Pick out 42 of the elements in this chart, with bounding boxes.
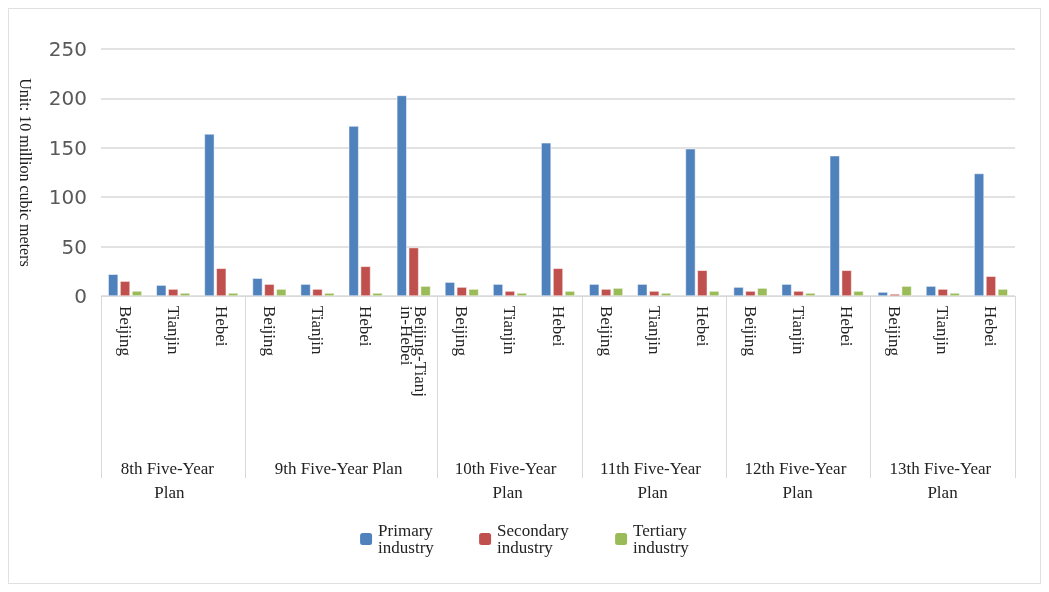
y-tick-label: 0 [74,284,87,308]
x-tick-label: Beijing [452,306,472,357]
bar [131,291,142,296]
y-tick-label: 100 [48,185,87,210]
y-tick-label: 200 [48,86,87,111]
x-tick-label: Beijing [259,306,279,357]
legend-label: Primary industry [378,521,438,557]
bar [613,288,623,296]
y-tick-label: 250 [48,37,87,61]
x-tick-label: Hebei [356,306,376,347]
x-tick-label: Hebei [692,306,712,347]
x-tick-label: Beijing-Tianjin-Hebei [397,306,431,397]
text: 10th Five-Year Plan [454,458,561,502]
x-tick-label: Beijing [740,306,760,357]
x-tick-label: Tianjin [163,306,183,355]
legend-label: Tertiary industry [633,521,691,557]
bar [974,173,985,296]
x-tick-label: Tianjin [933,306,953,355]
x-tick-label: Hebei [981,306,1001,347]
x-tick-label: Tianjin [789,306,809,355]
x-tick-label: Tianjin [500,306,520,355]
x-tick-label: Tianjin [644,306,664,355]
x-tick-label: Beijing [885,306,905,357]
x-tick-label: Hebei [548,306,568,347]
bar [493,284,503,296]
x-tick-label: Beijing [596,306,616,357]
text: 11th Five-Year Plan [599,458,706,502]
text: 9th Five-Year Plan [274,458,403,478]
text: 12th Five-Year Plan [744,458,851,502]
x-tick-label: Hebei [837,306,857,347]
text: 13th Five-Year Plan [889,458,996,502]
bar [541,142,552,296]
bar [553,268,563,296]
text: 8th Five-Year Plan [120,458,219,502]
bar [564,291,575,296]
y-tick-label: 50 [61,234,87,259]
y-axis-title: Unit: 10 million cubic meters [16,78,34,267]
x-tick-label: Tianjin [307,306,327,355]
x-tick-label: Hebei [211,306,231,347]
y-tick-label: 150 [48,135,87,160]
x-tick-label: Beijing [115,306,135,357]
legend-label: Secondary industry [497,521,574,557]
